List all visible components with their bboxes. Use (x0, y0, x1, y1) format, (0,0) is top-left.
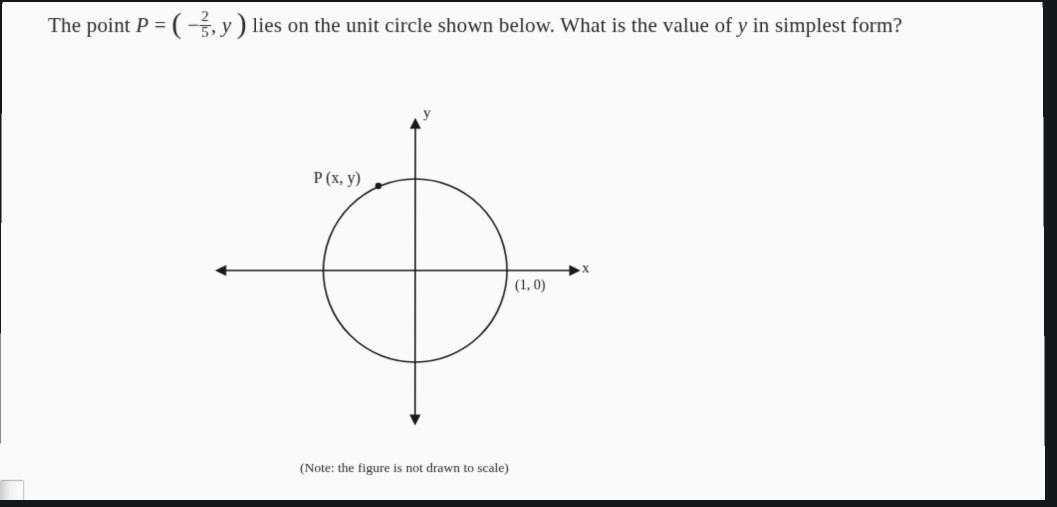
neg-sign: − (187, 13, 199, 37)
fraction: 25 (199, 10, 211, 41)
y-axis-label: y (423, 105, 430, 122)
unit-circle-diagram (180, 101, 740, 490)
eq-sign: = (154, 13, 172, 37)
x-axis-label: x (582, 261, 589, 278)
corner-tab (0, 480, 24, 500)
question-text: The point P = ( −25, y ) lies on the uni… (48, 10, 903, 44)
q-prefix: The point (48, 13, 136, 37)
figure-area: y x P (x, y) (1, 0) (Note: the figure is… (180, 101, 740, 490)
q-middle: lies on the unit circle shown below. Wha… (252, 13, 738, 37)
comma: , (211, 13, 222, 37)
page-surface: The point P = ( −25, y ) lies on the uni… (0, 2, 1045, 500)
var-y2: y (738, 13, 748, 37)
frac-den: 5 (199, 26, 211, 41)
point-p-label: P (x, y) (314, 170, 361, 188)
rparen: ) (237, 7, 247, 40)
lparen: ( (172, 7, 182, 40)
one-zero-label: (1, 0) (515, 278, 545, 294)
figure-note: (Note: the figure is not drawn to scale) (300, 460, 509, 476)
frac-num: 2 (199, 10, 211, 26)
var-y: y (222, 13, 232, 37)
q-suffix: in simplest form? (753, 13, 903, 37)
var-p: P (136, 13, 149, 37)
